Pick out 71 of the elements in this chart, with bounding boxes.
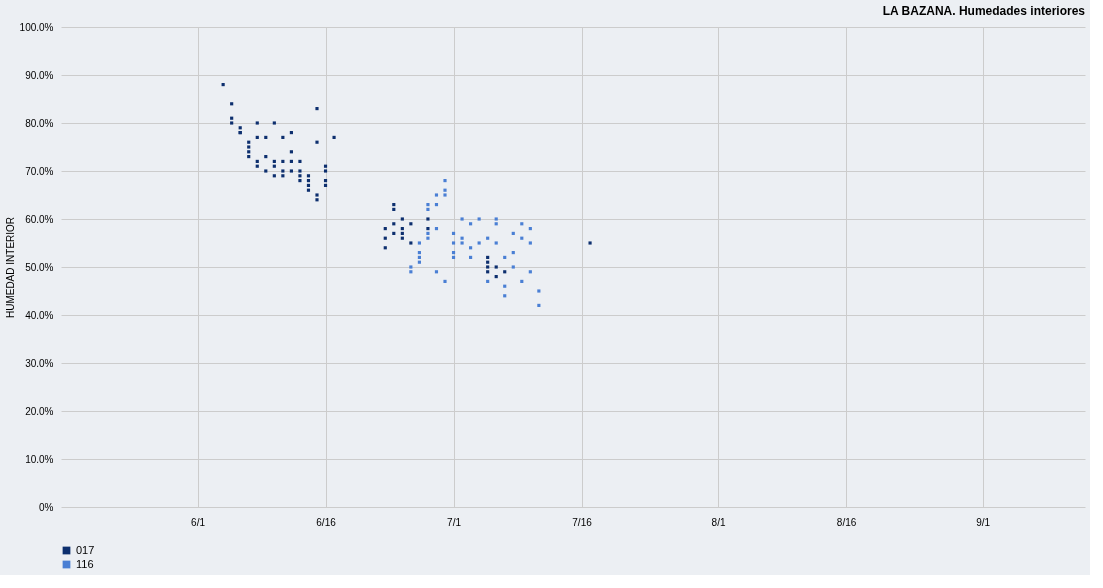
point: [434, 270, 439, 274]
x-tick-label: 7/16: [572, 516, 593, 528]
point: [417, 251, 421, 255]
point: [469, 255, 473, 259]
point: [460, 217, 464, 221]
point: [537, 289, 541, 293]
x-tick-label: 6/1: [191, 516, 206, 528]
point: [511, 251, 515, 255]
point: [469, 222, 473, 226]
point: [486, 279, 490, 283]
point: [426, 207, 430, 211]
point: [426, 236, 430, 240]
point: [451, 251, 456, 255]
point: [477, 217, 481, 221]
point: [520, 279, 524, 283]
point: [426, 231, 430, 235]
y-tick-label: 20.0%: [25, 405, 54, 417]
x-tick-label: 7/1: [447, 516, 462, 528]
x-tick-label: 9/1: [976, 516, 991, 528]
point: [469, 246, 473, 250]
point: [503, 255, 507, 259]
point: [477, 241, 481, 245]
point: [460, 241, 464, 245]
point: [460, 236, 464, 240]
point: [434, 193, 439, 197]
y-tick-label: 30.0%: [25, 357, 54, 369]
point: [511, 265, 515, 269]
point: [537, 303, 541, 307]
point: [486, 236, 490, 240]
y-tick-label: 40.0%: [25, 309, 54, 321]
point: [443, 193, 447, 197]
x-tick-label: 8/1: [711, 516, 726, 528]
point: [503, 294, 507, 298]
point: [520, 222, 524, 226]
point: [451, 231, 456, 235]
point: [417, 255, 421, 259]
y-tick-label: 50.0%: [25, 261, 54, 273]
y-tick-label: 70.0%: [25, 165, 54, 177]
point: [426, 203, 430, 207]
point: [443, 279, 447, 283]
point: [528, 241, 532, 245]
point: [409, 265, 413, 269]
point: [494, 217, 498, 221]
x-tick-label: 6/16: [316, 516, 337, 528]
y-tick-label: 80.0%: [25, 117, 54, 129]
point: [511, 231, 515, 235]
legend-label: 116: [76, 557, 94, 570]
point: [520, 236, 524, 240]
point: [503, 284, 507, 288]
y-tick-label: 10.0%: [25, 453, 54, 465]
point: [443, 179, 447, 183]
y-tick-label: 100.0%: [19, 21, 54, 33]
point: [417, 241, 421, 245]
point: [494, 241, 498, 245]
point: [528, 270, 532, 274]
point: [434, 227, 439, 231]
x-tick-label: 8/16: [836, 516, 857, 528]
point: [528, 227, 532, 231]
chart-title: LA BAZANA. Humedades interiores: [882, 4, 1086, 18]
y-tick-label: 60.0%: [25, 213, 54, 225]
point: [494, 222, 498, 226]
point: [417, 260, 421, 264]
y-axis-title: HUMEDAD INTERIOR: [4, 216, 16, 319]
y-tick-label: 0%: [39, 501, 54, 513]
point: [443, 188, 447, 192]
point: [434, 203, 439, 207]
point: [409, 270, 413, 274]
y-tick-label: 90.0%: [25, 69, 54, 81]
point: [451, 241, 456, 245]
point: [451, 255, 456, 259]
legend-label: 017: [76, 543, 95, 556]
